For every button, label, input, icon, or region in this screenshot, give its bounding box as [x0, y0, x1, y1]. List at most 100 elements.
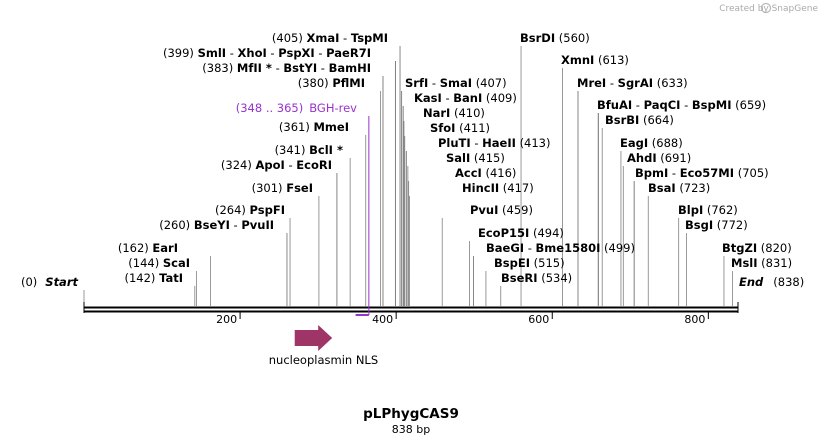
enzyme-name: EcoRI: [296, 158, 332, 172]
site-label[interactable]: (260) BseYI - PvuII: [159, 218, 274, 232]
cut-position: (341): [275, 143, 306, 157]
site-label[interactable]: (383) MfII * - BstYI - BamHI: [202, 61, 371, 75]
cut-position: (411): [459, 121, 490, 135]
enzyme-name: HaeII: [482, 136, 516, 150]
enzyme-name: PaqCI: [644, 98, 681, 112]
site-label[interactable]: BlpI (762): [678, 203, 738, 217]
site-label[interactable]: KasI - BanI (409): [414, 91, 517, 105]
primer-range: (348 .. 365): [236, 101, 304, 115]
separator: -: [317, 61, 328, 75]
site-label[interactable]: (324) ApoI - EcoRI: [221, 158, 332, 172]
site-label[interactable]: BspEI (515): [494, 256, 565, 270]
site-label[interactable]: BsaI (723): [648, 181, 710, 195]
site-label[interactable]: (142) TatI: [125, 271, 184, 285]
site-label[interactable]: (405) XmaI - TspMI: [272, 31, 388, 45]
ruler-ticks: 200 400 600 800: [216, 312, 709, 326]
ruler-tick-label: 800: [684, 313, 705, 326]
site-label[interactable]: BfuAI - PaqCI - BspMI (659): [597, 98, 766, 112]
enzyme-name: BsaI: [648, 181, 676, 195]
separator: -: [272, 61, 283, 75]
enzyme-name: TatI: [159, 271, 183, 285]
site-label[interactable]: BsgI (772): [685, 218, 748, 232]
enzyme-name: PspFI: [250, 203, 285, 217]
site-label[interactable]: SalI (415): [446, 151, 505, 165]
enzyme-name: PaeR7I: [326, 46, 371, 60]
site-label[interactable]: (361) MmeI: [279, 120, 349, 134]
site-label[interactable]: SrfI - SmaI (407): [405, 76, 507, 90]
cut-position: (633): [657, 76, 688, 90]
cut-position: (413): [520, 136, 551, 150]
enzyme-name: NarI: [423, 106, 450, 120]
site-label[interactable]: BsrDI (560): [520, 31, 590, 45]
site-label[interactable]: BsrBI (664): [605, 113, 674, 127]
site-label[interactable]: BseRI (534): [501, 271, 572, 285]
feature-arrow[interactable]: [294, 325, 333, 351]
site-label[interactable]: NarI (410): [423, 106, 485, 120]
separator: -: [632, 98, 643, 112]
site-label[interactable]: (301) FseI: [252, 181, 313, 195]
enzyme-name: HincII: [462, 181, 499, 195]
cut-position: (613): [598, 53, 629, 67]
enzyme-name: EagI: [620, 136, 648, 150]
enzyme-name: BpmI: [635, 166, 668, 180]
ruler-tick-label: 200: [216, 313, 237, 326]
enzyme-name: XmaI: [307, 31, 340, 45]
cut-position: (723): [679, 181, 710, 195]
enzyme-name: BsrBI: [605, 113, 639, 127]
separator: -: [606, 76, 617, 90]
site-label[interactable]: (144) ScaI: [128, 256, 190, 270]
site-labels: (405) XmaI - TspMI(399) SmlI - XhoI - Ps…: [21, 31, 804, 289]
site-label[interactable]: EagI (688): [620, 136, 683, 150]
cut-position: (301): [252, 181, 283, 195]
site-label[interactable]: MreI - SgrAI (633): [577, 76, 688, 90]
map-length: 838 bp: [392, 423, 430, 436]
site-label[interactable]: BpmI - Eco57MI (705): [635, 166, 769, 180]
enzyme-name: SfoI: [430, 121, 455, 135]
site-label[interactable]: XmnI (613): [561, 53, 629, 67]
site-label[interactable]: BaeGI - Bme1580I (499): [486, 241, 635, 255]
site-label[interactable]: (380) PflMI: [298, 76, 365, 90]
site-label[interactable]: AccI (416): [455, 166, 516, 180]
enzyme-name: SmaI: [440, 76, 472, 90]
site-label[interactable]: HincII (417): [462, 181, 534, 195]
star-marker: *: [333, 143, 343, 157]
site-label[interactable]: MslI (831): [731, 256, 792, 270]
ruler-tick-label: 400: [372, 313, 393, 326]
site-label[interactable]: BtgZI (820): [722, 241, 792, 255]
site-label[interactable]: (399) SmlI - XhoI - PspXI - PaeR7I: [163, 46, 371, 60]
enzyme-name: BsgI: [685, 218, 713, 232]
snapgene-credit: Created by SnapGene: [719, 2, 818, 14]
enzyme-name: BseYI: [194, 218, 230, 232]
cut-position: (534): [541, 271, 572, 285]
primer-label[interactable]: (348 .. 365) BGH-rev: [236, 101, 357, 115]
site-label[interactable]: SfoI (411): [430, 121, 490, 135]
site-label[interactable]: AhdI (691): [627, 151, 691, 165]
site-label[interactable]: (264) PspFI: [215, 203, 285, 217]
star-marker: *: [262, 61, 272, 75]
cut-position: (405): [272, 31, 303, 45]
cut-position: (691): [660, 151, 691, 165]
cut-position: (264): [215, 203, 246, 217]
site-label[interactable]: (341) BclI *: [275, 143, 343, 157]
cut-position: (361): [279, 120, 310, 134]
site-label[interactable]: (162) EarI: [118, 241, 178, 255]
site-label[interactable]: PluTI - HaeII (413): [438, 136, 551, 150]
cut-position: (409): [486, 91, 517, 105]
site-label[interactable]: PvuI (459): [470, 203, 533, 217]
feature-nucleoplasmin-nls[interactable]: nucleoplasmin NLS: [269, 325, 378, 367]
cut-position: (688): [652, 136, 683, 150]
credit-text: Created by SnapGene: [719, 4, 818, 14]
enzyme-name: BclI: [309, 143, 333, 157]
separator: -: [524, 241, 535, 255]
enzyme-name: SmlI: [198, 46, 227, 60]
enzyme-name: BamHI: [329, 61, 371, 75]
snapgene-logo-icon: [760, 2, 772, 14]
enzyme-name: MslI: [731, 256, 758, 270]
cut-position: (260): [159, 218, 190, 232]
separator: -: [226, 46, 237, 60]
cut-position: (659): [735, 98, 766, 112]
enzyme-name: ApoI: [256, 158, 285, 172]
primer-bgh-rev[interactable]: [355, 116, 370, 316]
site-label[interactable]: EcoP15I (494): [478, 226, 564, 240]
enzyme-name: BaeGI: [486, 241, 524, 255]
